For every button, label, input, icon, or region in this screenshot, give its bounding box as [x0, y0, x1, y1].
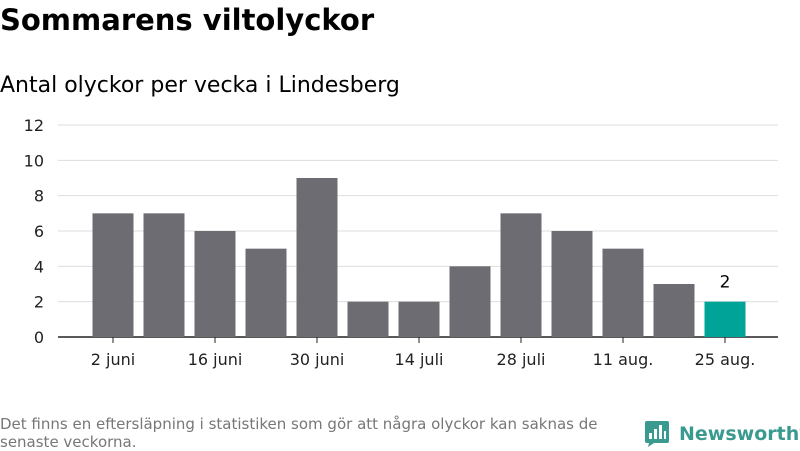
x-tick-label: 14 juli [395, 350, 444, 369]
x-tick-label: 25 aug. [695, 350, 756, 369]
bar-chart-logo-icon [645, 421, 669, 447]
bar [704, 301, 746, 337]
data-label: 2 [720, 273, 731, 293]
x-tick-label: 30 juni [290, 350, 345, 369]
x-tick-label: 11 aug. [593, 350, 654, 369]
bar-chart: 0 2 4 6 8 10 12 2 juni 16 juni 30 juni 14 juli 28 j… [24, 116, 778, 369]
brand-logo: Newsworthy [644, 420, 800, 448]
brand-name: Newsworthy [679, 423, 800, 445]
bar [449, 266, 491, 337]
chart-title: Sommarens viltolyckor [0, 3, 375, 37]
x-tick-label: 16 juni [188, 350, 243, 369]
y-tick-label: 8 [34, 187, 44, 206]
bar [551, 231, 593, 337]
labels: 0 2 4 6 8 10 12 2 juni 16 juni 30 juni 14 juli 28 j… [24, 116, 756, 369]
bar [398, 301, 440, 337]
bar [245, 248, 287, 337]
y-tick-label: 10 [24, 151, 44, 170]
bar [143, 213, 185, 337]
y-tick-label: 4 [34, 257, 44, 276]
x-tick-label: 28 juli [497, 350, 546, 369]
bar [194, 231, 236, 337]
bar [347, 301, 389, 337]
bar [296, 178, 338, 337]
y-tick-label: 6 [34, 222, 44, 241]
bar [653, 284, 695, 337]
bar [92, 213, 134, 337]
footnote: Det finns en eftersläpning i statistiken… [0, 415, 598, 451]
chart-subtitle: Antal olyckor per vecka i Lindesberg [0, 73, 400, 98]
y-tick-label: 12 [24, 116, 44, 135]
x-tick-label: 2 juni [91, 350, 135, 369]
bar [602, 248, 644, 337]
bars [92, 178, 746, 337]
y-tick-label: 2 [34, 293, 44, 312]
bar [500, 213, 542, 337]
y-tick-label: 0 [34, 328, 44, 347]
